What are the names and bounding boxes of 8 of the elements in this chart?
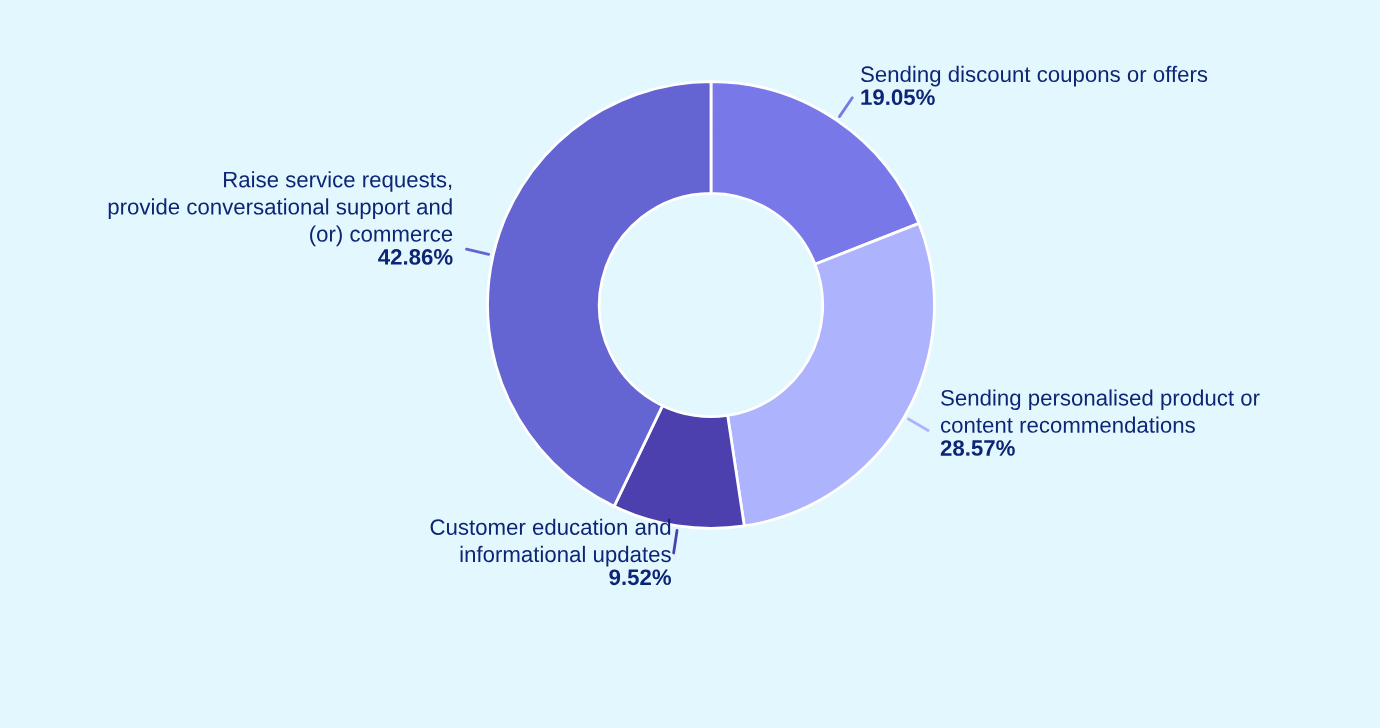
data-label: 28.57% <box>940 440 1015 456</box>
slice-label: Customer education and informational updates <box>430 518 671 567</box>
slice-label: Sending discount coupons or offers <box>861 65 1208 87</box>
slice-label: Sending personalised product or content recommendations <box>940 389 1260 433</box>
slice-label: Raise service requests, provide conversational support and (or) commerce <box>108 171 453 247</box>
data-label: 9.52% <box>609 569 672 586</box>
data-label: 42.86% <box>378 249 453 265</box>
data-label: 19.05% <box>861 89 935 106</box>
